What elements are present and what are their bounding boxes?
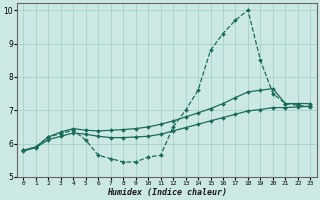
X-axis label: Humidex (Indice chaleur): Humidex (Indice chaleur)	[107, 188, 227, 197]
